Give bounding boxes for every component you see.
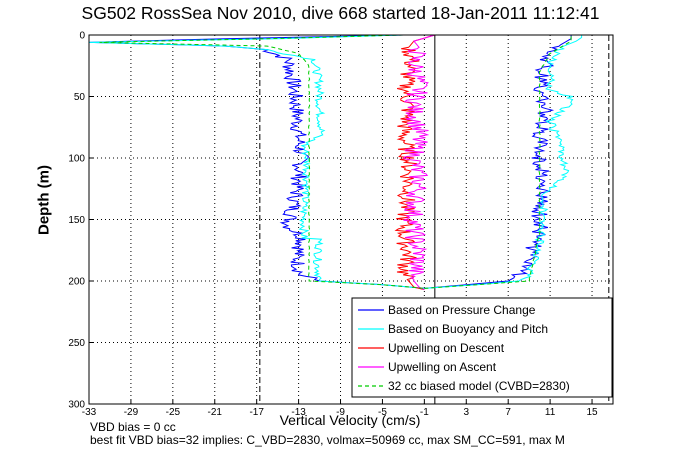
y-tick-label: 200 (68, 277, 85, 288)
x-tick-label: 3 (463, 407, 469, 418)
y-tick-label: 300 (68, 400, 85, 411)
chart-title: SG502 RossSea Nov 2010, dive 668 started… (81, 3, 600, 23)
axes: -33 -29 -25 -21 -17 -13 -9 -5 -1 3 7 11 150501001502… (68, 31, 614, 418)
legend-entry: Upwelling on Ascent (388, 360, 497, 374)
series-line-2 (394, 34, 435, 291)
series-lines (88, 34, 583, 291)
x-tick-label: 15 (586, 407, 598, 418)
x-tick-label: -33 (82, 407, 97, 418)
series-line-1 (424, 35, 583, 289)
x-tick-label: -9 (336, 407, 345, 418)
x-tick-label: -13 (291, 407, 306, 418)
legend-box (351, 297, 613, 398)
y-tick-label: 250 (68, 338, 85, 349)
x-tick-label: -21 (208, 407, 223, 418)
x-tick-label: 7 (505, 407, 511, 418)
series-line-0 (88, 34, 425, 289)
x-tick-label: -5 (378, 407, 387, 418)
x-tick-label: -17 (249, 407, 264, 418)
x-axis-label: Vertical Velocity (cm/s) (279, 412, 421, 428)
legend-entry: Upwelling on Descent (388, 341, 505, 355)
x-tick-label: 11 (545, 407, 556, 418)
x-tick-label: -1 (420, 407, 429, 418)
best-fit-note: best fit VBD bias=32 implies: C_VBD=2830… (90, 433, 565, 447)
legend-entry: Based on Pressure Change (388, 303, 536, 317)
legend-entry: Based on Buoyancy and Pitch (388, 322, 548, 336)
series-line-4 (424, 35, 572, 289)
vbd-bias-note: VBD bias = 0 cc (90, 420, 176, 434)
series-line-4 (99, 34, 425, 289)
y-tick-label: 50 (74, 92, 86, 103)
series-line-1 (88, 34, 425, 289)
series-line-0 (424, 35, 572, 289)
series-line-3 (402, 34, 435, 291)
y-tick-label: 150 (68, 215, 85, 226)
y-tick-label: 0 (79, 31, 85, 42)
legend: Based on Pressure Change Based on Buoyanc… (351, 297, 613, 398)
x-tick-label: -25 (166, 407, 181, 418)
legend-entry: 32 cc biased model (CVBD=2830) (388, 379, 570, 393)
y-tick-label: 100 (68, 154, 85, 165)
x-tick-label: -29 (124, 407, 139, 418)
